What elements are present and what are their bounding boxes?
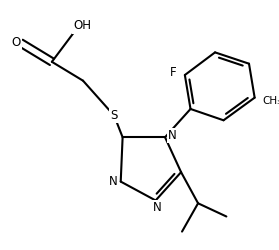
Text: N: N (109, 175, 117, 188)
Text: OH: OH (73, 20, 91, 32)
Text: N: N (168, 129, 177, 142)
Text: O: O (11, 36, 21, 50)
Text: CH₃: CH₃ (262, 96, 279, 106)
Text: N: N (153, 202, 162, 214)
Text: S: S (110, 109, 118, 122)
Text: F: F (170, 66, 177, 79)
